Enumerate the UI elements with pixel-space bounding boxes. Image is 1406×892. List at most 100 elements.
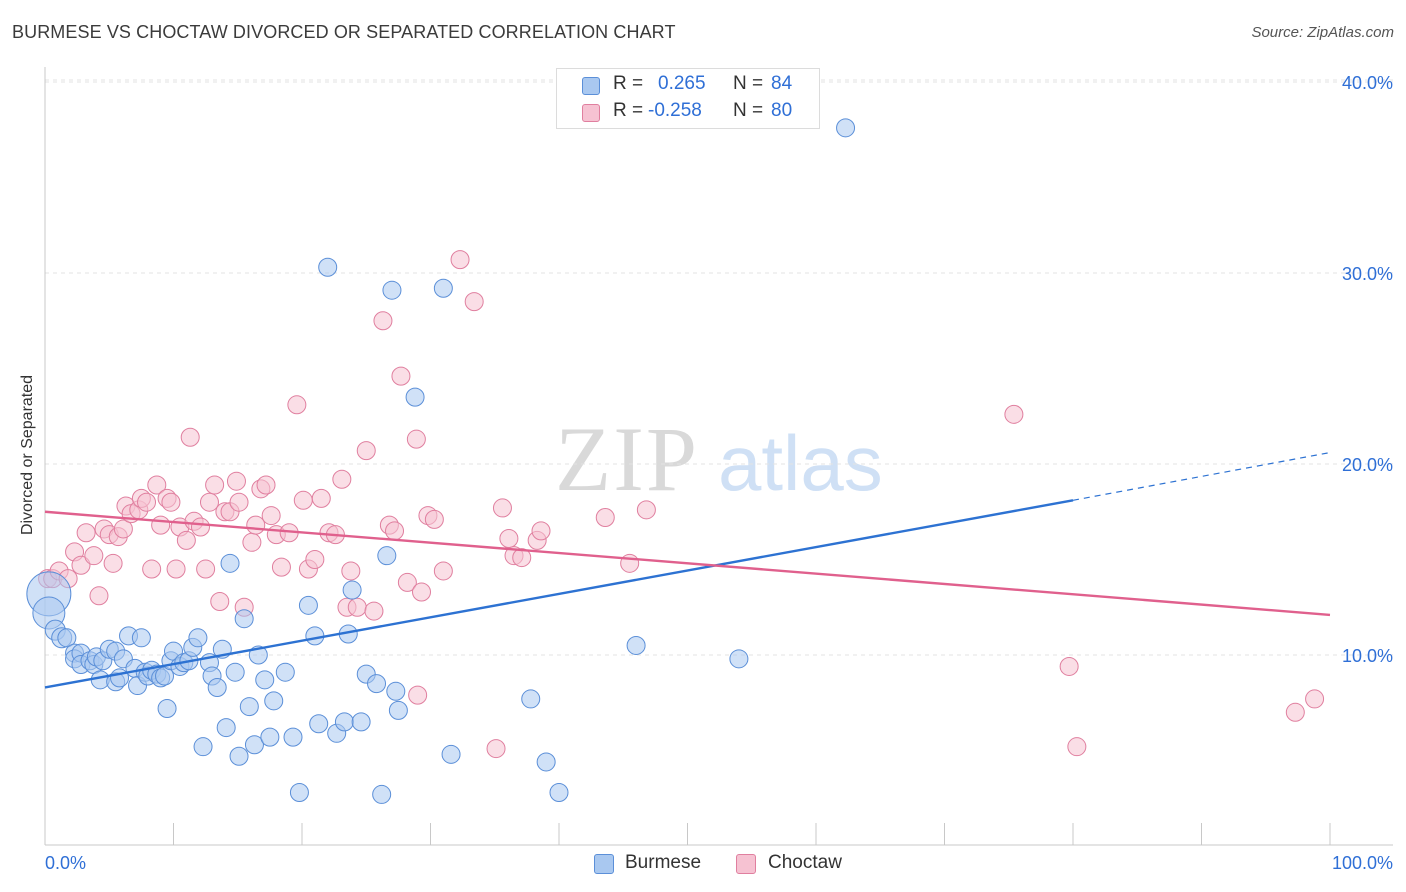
burmese-point xyxy=(255,670,275,690)
choctaw-point xyxy=(356,441,376,461)
burmese-point xyxy=(433,278,453,298)
watermark: ZIP atlas xyxy=(555,408,883,510)
choctaw-point xyxy=(176,530,196,550)
choctaw-point xyxy=(385,521,405,541)
stats-r-label: R = xyxy=(613,100,644,121)
choctaw-point xyxy=(433,561,453,581)
burmese-point xyxy=(244,735,264,755)
choctaw-point xyxy=(147,475,167,495)
choctaw-point xyxy=(391,366,411,386)
choctaw-point xyxy=(424,509,444,529)
y-tick-label: 20.0% xyxy=(1342,455,1393,475)
choctaw-point xyxy=(364,601,384,621)
burmese-point xyxy=(536,752,556,772)
axes xyxy=(44,67,1393,846)
choctaw-point xyxy=(1285,702,1305,722)
legend-label-choctaw: Choctaw xyxy=(768,852,842,873)
burmese-point xyxy=(305,626,325,646)
choctaw-point xyxy=(180,427,200,447)
burmese-point xyxy=(549,783,569,803)
x-tick-label-min: 0.0% xyxy=(45,853,86,873)
choctaw-point xyxy=(76,523,96,543)
choctaw-point xyxy=(229,492,249,512)
x-tick-label-max: 100.0% xyxy=(1332,853,1393,873)
stats-r-value: 0.265 xyxy=(658,73,706,94)
choctaw-point xyxy=(210,592,230,612)
stats-n-label: N = xyxy=(733,100,764,121)
choctaw-point xyxy=(261,506,281,526)
choctaw-point xyxy=(305,550,325,569)
choctaw-point xyxy=(71,555,91,575)
burmese-point xyxy=(836,118,856,138)
burmese-point xyxy=(260,727,280,747)
choctaw-point xyxy=(226,471,246,491)
choctaw-point xyxy=(464,292,484,312)
tick-labels: 10.0% 20.0% 30.0% 40.0% 0.0% 100.0% xyxy=(45,73,1393,873)
choctaw-point xyxy=(412,582,432,602)
choctaw-point xyxy=(406,429,426,449)
choctaw-point xyxy=(1004,404,1024,424)
stats-n-value: 80 xyxy=(771,100,793,121)
burmese-point xyxy=(289,783,309,803)
chart-title: BURMESE VS CHOCTAW DIVORCED OR SEPARATED… xyxy=(12,22,676,42)
choctaw-point xyxy=(1059,656,1079,676)
choctaw-point xyxy=(293,490,313,510)
choctaw-point xyxy=(1067,737,1087,757)
legend-label-burmese: Burmese xyxy=(625,852,702,873)
choctaw-point xyxy=(332,469,352,489)
choctaw-point xyxy=(84,546,104,566)
legend-swatch-burmese xyxy=(594,854,614,874)
choctaw-point xyxy=(103,553,123,573)
choctaw-point xyxy=(151,515,171,535)
stats-swatch-choctaw xyxy=(582,104,600,122)
choctaw-point xyxy=(341,561,361,581)
choctaw-point xyxy=(347,597,367,617)
burmese-point xyxy=(131,628,151,648)
stats-n-label: N = xyxy=(733,73,764,94)
stats-r-value: -0.258 xyxy=(648,100,702,121)
burmese-point xyxy=(220,553,240,573)
stats-box: R = 0.265 N = 84 R = -0.258 N = 80 xyxy=(556,68,820,129)
burmese-point xyxy=(157,698,177,718)
burmese-point xyxy=(405,387,425,407)
stats-swatch-burmese xyxy=(582,77,600,95)
choctaw-point xyxy=(373,311,393,331)
burmese-point xyxy=(225,662,245,682)
choctaw-point xyxy=(166,559,186,579)
burmese-point xyxy=(388,700,408,720)
burmese-trend-extension xyxy=(1072,451,1331,501)
choctaw-point xyxy=(492,498,512,518)
choctaw-point xyxy=(199,492,219,512)
burmese-point xyxy=(521,689,541,709)
burmese-point xyxy=(239,697,259,717)
choctaw-point xyxy=(113,519,133,539)
burmese-point xyxy=(234,609,254,629)
burmese-point xyxy=(309,714,329,734)
choctaw-trend-line xyxy=(44,510,1331,617)
burmese-point xyxy=(372,784,392,804)
burmese-point xyxy=(188,628,208,648)
choctaw-point xyxy=(595,507,615,527)
burmese-point xyxy=(386,681,406,701)
choctaw-point xyxy=(256,475,276,495)
burmese-point xyxy=(367,674,387,694)
burmese-point xyxy=(342,580,362,600)
choctaw-point xyxy=(142,559,162,579)
burmese-point xyxy=(57,628,77,648)
burmese-point xyxy=(318,257,338,277)
choctaw-point xyxy=(450,250,470,270)
y-tick-label: 30.0% xyxy=(1342,264,1393,284)
burmese-points xyxy=(26,118,856,804)
y-tick-label: 40.0% xyxy=(1342,73,1393,93)
choctaw-point xyxy=(89,586,109,606)
stats-r-label: R = xyxy=(613,73,644,94)
burmese-point xyxy=(216,718,236,738)
choctaw-point xyxy=(161,492,181,512)
choctaw-point xyxy=(246,515,266,535)
choctaw-point xyxy=(636,500,656,520)
choctaw-point xyxy=(287,395,307,415)
choctaw-point xyxy=(190,517,210,537)
choctaw-point xyxy=(311,488,331,508)
choctaw-point xyxy=(512,548,532,568)
